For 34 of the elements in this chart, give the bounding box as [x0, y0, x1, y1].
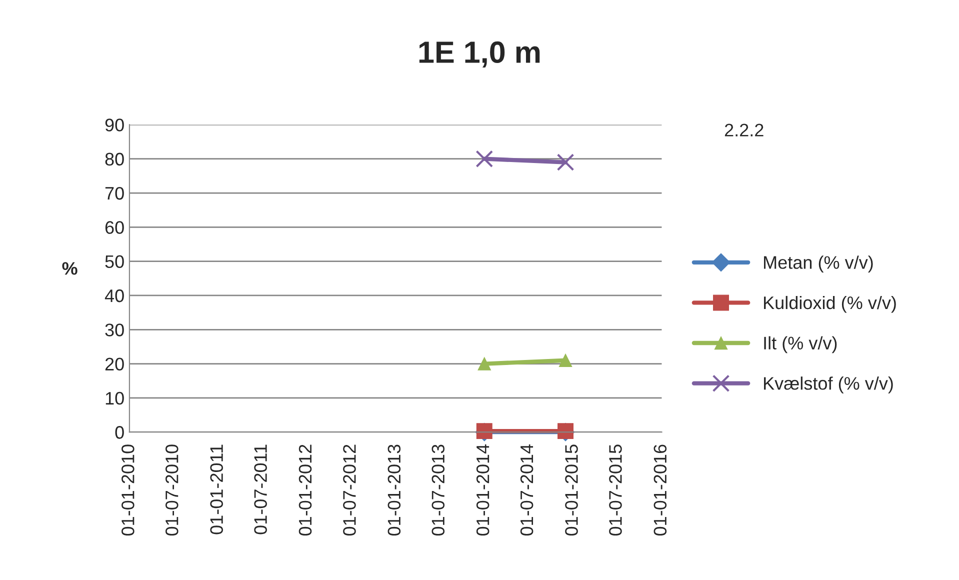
y-tick-label: 60: [105, 221, 124, 234]
x-tick-label: 01-01-2013: [388, 444, 401, 536]
legend-label: Ilt (% v/v): [764, 336, 837, 354]
legend-label: Metan (% v/v): [764, 256, 873, 272]
x-tick-label: 01-01-2016: [654, 444, 667, 536]
legend-label: Kuldioxid (% v/v): [764, 296, 896, 313]
y-tick-label: 80: [105, 152, 124, 166]
x-tick-label: 01-01-2012: [298, 444, 312, 536]
point: [556, 154, 574, 171]
x-tick-label: 01-01-2015: [565, 444, 578, 536]
x-tick-label: 01-01-2010: [122, 444, 134, 536]
x-tick-label: 01-07-2012: [343, 444, 356, 536]
x-tick-label: 01-07-2013: [432, 444, 445, 536]
x-tick-label: 01-07-2014: [520, 444, 534, 536]
x-tick-label: 01-07-2010: [165, 444, 178, 536]
y-tick-label: 10: [106, 392, 124, 405]
y-tick-label: 0: [115, 426, 124, 439]
point: [558, 354, 572, 367]
x-tick-label: 01-01-2014: [476, 444, 490, 536]
text: 2.2.2: [724, 124, 764, 136]
point: [476, 150, 494, 168]
y-tick-label: 20: [105, 358, 124, 371]
y-tick-label: 40: [104, 289, 124, 302]
legend-label: Kvælstof (% v/v): [764, 376, 893, 394]
y-tick-label: 90: [105, 118, 124, 132]
y-tick-label: 70: [105, 186, 124, 200]
y-axis-title: %: [62, 262, 78, 275]
x-tick-label: 01-01-2011: [210, 444, 223, 534]
y-tick-label: 50: [105, 255, 124, 268]
x-tick-label: 01-07-2011: [254, 444, 267, 534]
x-tick-label: 01-07-2015: [609, 444, 622, 536]
point: [478, 357, 491, 370]
chart-title: 1E 1,0 m: [419, 41, 540, 68]
y-tick-label: 30: [105, 324, 124, 336]
